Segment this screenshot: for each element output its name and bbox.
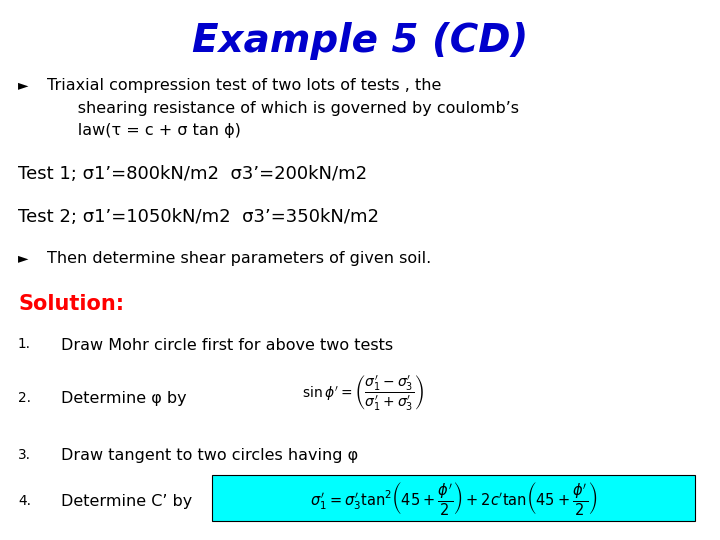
Text: $\sigma_1^{\prime} = \sigma_3^{\prime}\tan^2\!\left(45+\dfrac{\phi^{\prime}}{2}\: $\sigma_1^{\prime} = \sigma_3^{\prime}\t… xyxy=(310,480,597,517)
Text: ►: ► xyxy=(18,251,29,265)
Text: Draw tangent to two circles having φ: Draw tangent to two circles having φ xyxy=(61,448,359,463)
Text: Determine C’ by: Determine C’ by xyxy=(61,494,192,509)
Text: Then determine shear parameters of given soil.: Then determine shear parameters of given… xyxy=(47,251,431,266)
FancyBboxPatch shape xyxy=(212,475,695,521)
Text: 2.: 2. xyxy=(18,392,31,406)
Text: $\sin\phi^{\prime} = \left(\dfrac{\sigma_1^{\prime} - \sigma_3^{\prime}}{\sigma_: $\sin\phi^{\prime} = \left(\dfrac{\sigma… xyxy=(302,373,425,411)
Text: Test 2; σ1’=1050kN/m2  σ3’=350kN/m2: Test 2; σ1’=1050kN/m2 σ3’=350kN/m2 xyxy=(18,208,379,226)
Text: Solution:: Solution: xyxy=(18,294,124,314)
Text: Test 1; σ1’=800kN/m2  σ3’=200kN/m2: Test 1; σ1’=800kN/m2 σ3’=200kN/m2 xyxy=(18,165,367,183)
Text: ►: ► xyxy=(18,78,29,92)
Text: Example 5 (CD): Example 5 (CD) xyxy=(192,22,528,59)
Text: Triaxial compression test of two lots of tests , the
      shearing resistance o: Triaxial compression test of two lots of… xyxy=(47,78,519,138)
Text: Determine φ by: Determine φ by xyxy=(61,392,186,407)
Text: 3.: 3. xyxy=(18,448,31,462)
Text: Draw Mohr circle first for above two tests: Draw Mohr circle first for above two tes… xyxy=(61,338,393,353)
Text: 1.: 1. xyxy=(18,338,31,352)
Text: 4.: 4. xyxy=(18,494,31,508)
